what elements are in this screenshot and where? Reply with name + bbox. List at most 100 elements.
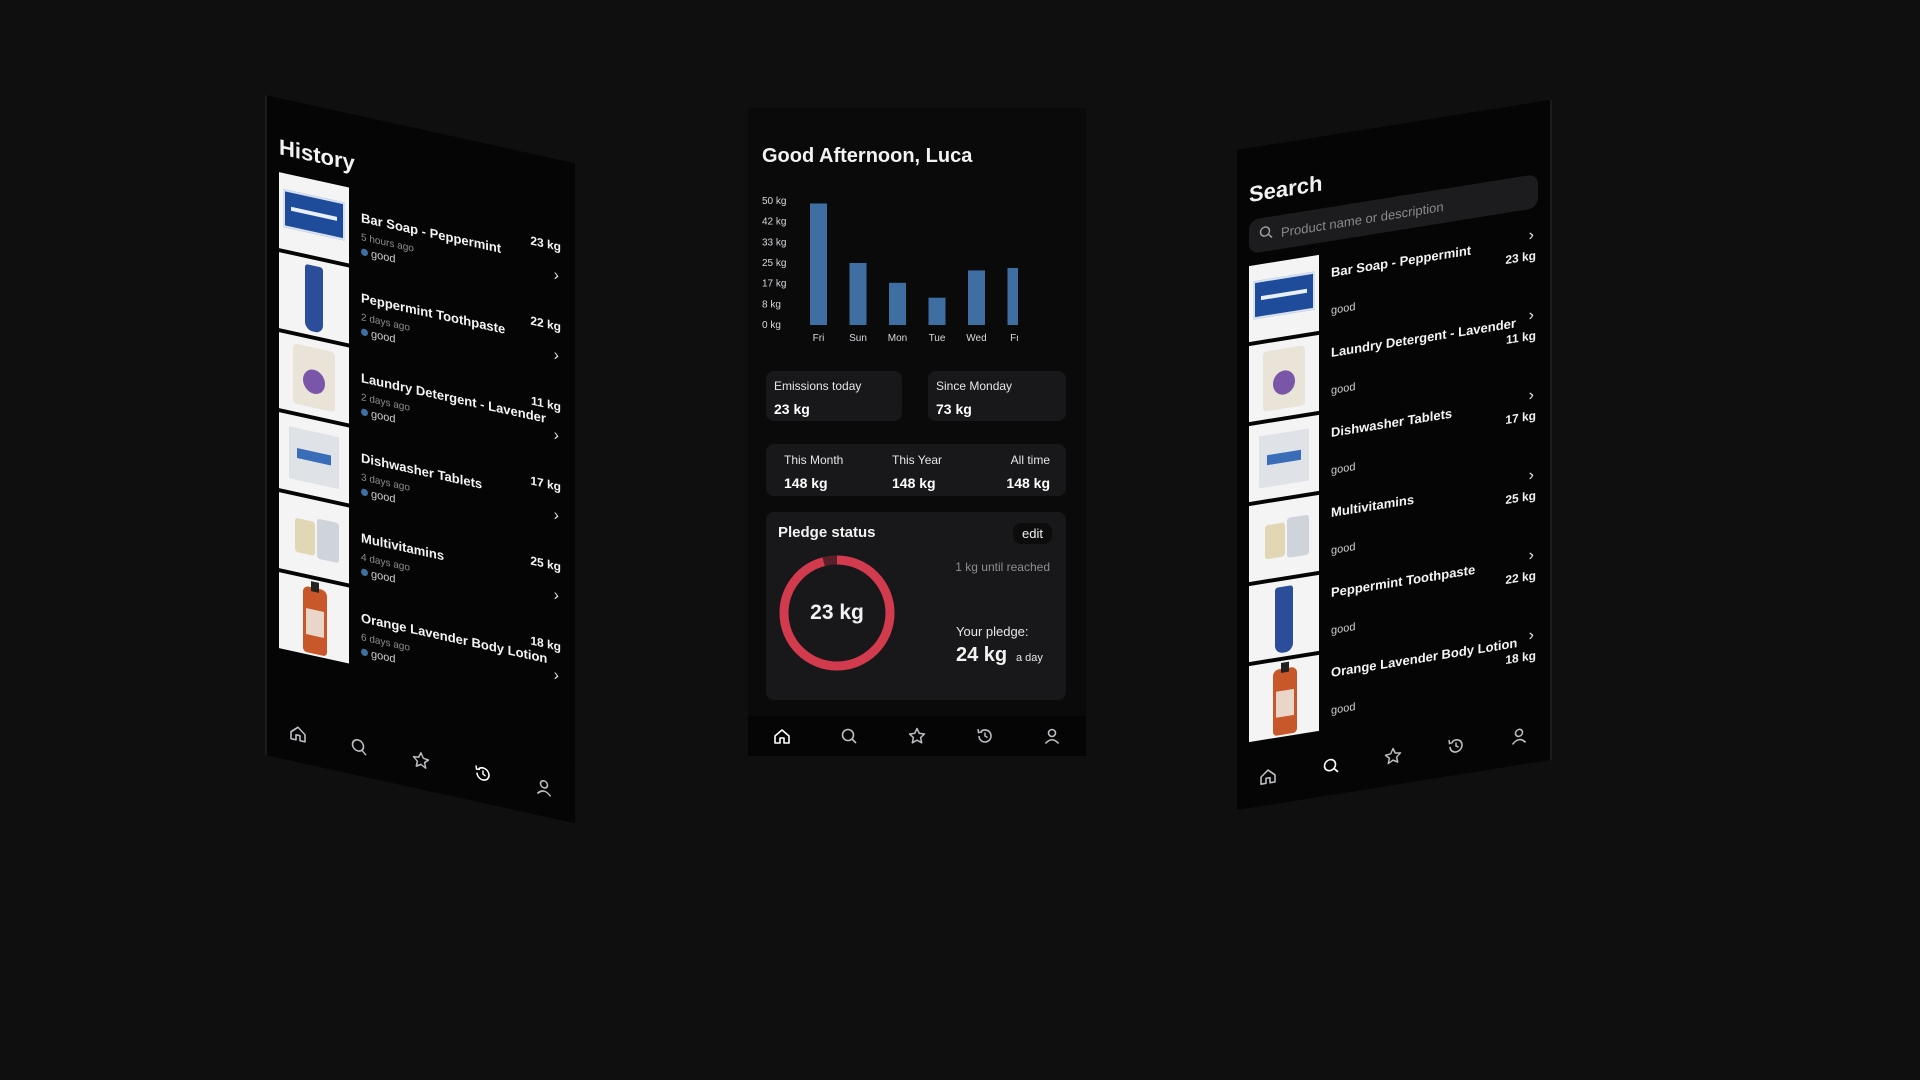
your-pledge-label: Your pledge: [956,624,1029,639]
history-icon[interactable] [1445,733,1467,759]
search-icon[interactable] [838,725,860,747]
pledge-current-value: 23 kg [810,601,864,624]
home-icon[interactable] [287,720,309,747]
pledge-progress-ring [779,555,895,671]
product-thumbnail [1249,654,1319,743]
product-status: good [1331,701,1356,717]
status-dot-icon [361,328,368,337]
y-tick-label: 0 kg [762,320,781,331]
period-this-year: This Year 148 kg [892,453,943,491]
emissions-bar-chart: 50 kg 42 kg 33 kg 25 kg 17 kg 8 kg 0 kg Fri Sun M… [762,196,1018,344]
your-pledge-unit: a day [1016,652,1043,664]
chart-bar [1007,267,1018,325]
product-thumbnail [279,252,349,344]
emissions-today-label: Emissions today [774,379,862,393]
product-emission: 22 kg [1505,568,1536,588]
product-status: good [1331,461,1356,477]
y-tick-label: 33 kg [762,237,786,248]
home-icon[interactable] [1257,763,1279,789]
bottom-nav [1237,701,1550,810]
y-tick-label: 25 kg [762,258,786,269]
home-icon[interactable] [771,725,793,747]
emissions-today-value: 23 kg [774,401,810,417]
since-monday-label: Since Monday [936,379,1013,393]
star-icon[interactable] [410,747,432,774]
status-dot-icon [361,488,368,497]
search-bar[interactable] [1249,173,1538,255]
product-thumbnail [1249,574,1319,663]
chevron-right-icon: › [1528,546,1534,565]
chart-bar [968,270,985,325]
greeting: Good Afternoon, Luca [762,145,973,167]
product-name: Multivitamins [1331,491,1415,520]
since-monday-value: 73 kg [936,401,972,417]
product-emission: 23 kg [1505,248,1536,268]
star-icon[interactable] [906,725,928,747]
chevron-right-icon: › [553,266,559,285]
product-thumbnail [279,412,349,504]
history-screen: History Bar Soap - Peppermint 5 hours ago… [265,95,575,824]
product-emission: 17 kg [530,473,561,495]
x-tick-label: Tue [929,333,946,344]
product-name: Bar Soap - Peppermint [361,210,502,256]
product-status: good [1331,301,1356,317]
history-icon[interactable] [974,725,996,747]
period-all-time: All time 148 kg [1006,453,1050,491]
x-tick-label: Wed [966,333,986,344]
chevron-right-icon: › [1528,386,1534,405]
status-dot-icon [361,568,368,577]
search-screen: Search Bar Soap - Peppermint›23 kggoodLa… [1237,99,1552,811]
product-emission: 22 kg [530,313,561,335]
product-thumbnail [279,172,349,264]
product-thumbnail [1249,494,1319,583]
bottom-nav [748,716,1086,756]
chevron-right-icon: › [1528,466,1534,485]
chart-bar [810,203,827,325]
product-status: good [1331,621,1356,637]
x-tick-label: Mon [888,333,907,344]
product-thumbnail [1249,254,1319,343]
chevron-right-icon: › [1528,226,1534,245]
chevron-right-icon: › [553,586,559,605]
until-reached-text: 1 kg until reached [955,560,1050,574]
chevron-right-icon: › [553,506,559,525]
product-emission: 17 kg [1505,408,1536,428]
search-icon[interactable] [348,733,370,760]
search-icon [1259,224,1273,245]
status-dot-icon [361,248,368,257]
x-tick-label: Fri [813,333,825,344]
search-results-list: Bar Soap - Peppermint › 23 kg good Laundry D… [1237,216,1550,746]
pledge-title: Pledge status [778,524,876,541]
product-thumbnail [279,492,349,584]
product-thumbnail [279,332,349,424]
y-tick-label: 17 kg [762,279,786,290]
period-totals-card: This Month 148 kg This Year 148 kg All t… [766,444,1066,496]
search-icon[interactable] [1320,753,1342,779]
y-tick-label: 8 kg [762,299,781,310]
status-dot-icon [361,648,368,657]
chevron-right-icon: › [1528,626,1534,645]
history-list: Bar Soap - Peppermint 5 hours ago good › 23 … [267,167,575,715]
product-name: Peppermint Toothpaste [361,290,506,337]
profile-icon[interactable] [533,774,555,801]
chevron-right-icon: › [1528,306,1534,325]
product-name: Peppermint Toothpaste [1331,561,1476,600]
product-thumbnail [1249,334,1319,423]
ring-fill [779,555,895,671]
history-icon[interactable] [472,760,494,787]
product-name: Bar Soap - Peppermint [1331,242,1472,280]
period-this-month: This Month 148 kg [784,453,844,491]
edit-pledge-button[interactable]: edit [1013,523,1052,544]
chevron-right-icon: › [553,426,559,445]
product-status: good [1331,541,1356,557]
your-pledge-value: 24 kg [956,644,1008,666]
chevron-right-icon: › [553,666,559,685]
product-name: Dishwasher Tablets [1331,405,1453,440]
chart-bar [928,297,946,325]
profile-icon[interactable] [1041,725,1063,747]
profile-icon[interactable] [1508,723,1530,749]
product-emission: 25 kg [1505,488,1536,508]
product-thumbnail [1249,414,1319,503]
product-status: good [1331,381,1356,397]
star-icon[interactable] [1382,743,1404,769]
